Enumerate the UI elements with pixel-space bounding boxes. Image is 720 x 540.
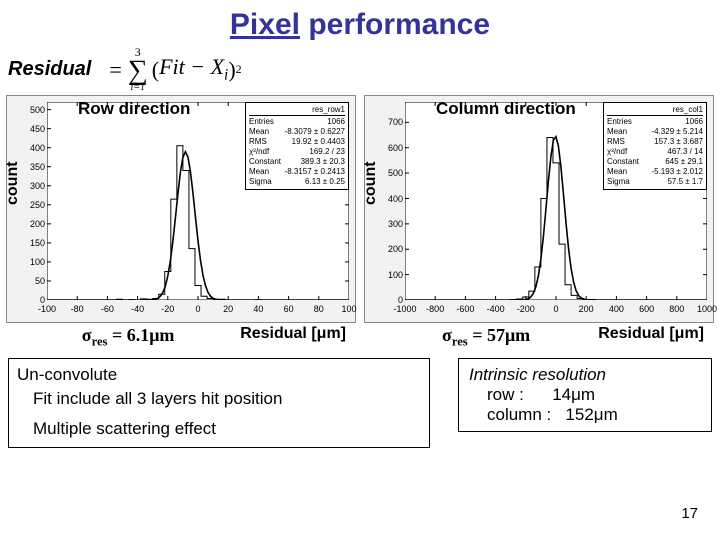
charts-area: count Row direction 05010015020025030035…: [0, 95, 720, 350]
intrinsic-header: Intrinsic resolution: [469, 365, 701, 385]
intrinsic-col-label: column :: [487, 405, 551, 424]
unconv-line2: Multiple scattering effect: [33, 419, 419, 439]
intrinsic-col-val: 152μm: [565, 405, 617, 424]
left-stats-box: res_row1 Entries1066 Mean-8.3079 ± 0.622…: [245, 102, 349, 190]
left-chart-title: Row direction: [78, 99, 190, 119]
right-count-label: count: [362, 162, 380, 206]
bottom-row: Un-convolute Fit include all 3 layers hi…: [0, 358, 720, 448]
right-chart-box: 0100200300400500600700 -1000-800-600-400…: [364, 95, 714, 323]
right-sigma-res: σres = 57μm: [442, 325, 530, 345]
intrinsic-row-val: 14μm: [552, 385, 595, 404]
left-chart-box: 050100150200250300350400450500 -100-80-6…: [6, 95, 356, 323]
right-stats-box: res_col1 Entries1066 Mean-4.329 ± 5.214 …: [603, 102, 707, 190]
unconvolute-box: Un-convolute Fit include all 3 layers hi…: [8, 358, 430, 448]
right-chart-title: Column direction: [436, 99, 576, 119]
intrinsic-row-label: row :: [487, 385, 524, 404]
sigma-symbol: 3 ∑ i=1: [128, 46, 148, 93]
page-title: Pixel performance: [0, 0, 720, 42]
residual-label: Residual: [8, 58, 91, 81]
residual-formula: = 3 ∑ i=1 (Fit − Xi)2: [109, 46, 241, 93]
left-chart: count Row direction 05010015020025030035…: [6, 95, 356, 350]
right-xaxis-label: Residual [μm]: [598, 325, 704, 350]
page-number: 17: [681, 505, 698, 522]
formula-row: Residual = 3 ∑ i=1 (Fit − Xi)2: [0, 46, 720, 93]
title-word2: performance: [300, 8, 490, 41]
unconv-header: Un-convolute: [17, 365, 419, 385]
left-count-label: count: [4, 162, 22, 206]
unconv-line1: Fit include all 3 layers hit position: [33, 389, 419, 409]
left-xaxis-label: Residual [μm]: [240, 325, 346, 350]
title-word1: Pixel: [230, 8, 300, 41]
intrinsic-box: Intrinsic resolution row : 14μm column :…: [458, 358, 712, 432]
left-sigma-res: σres = 6.1μm: [82, 325, 175, 345]
right-chart: count Column direction 01002003004005006…: [364, 95, 714, 350]
